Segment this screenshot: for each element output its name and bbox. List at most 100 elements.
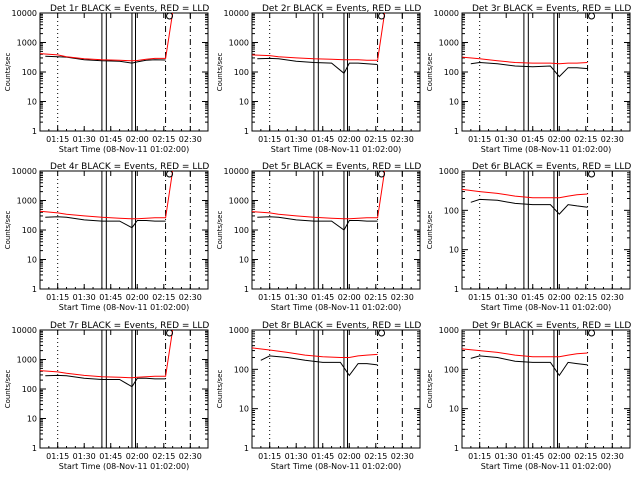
x-tick-label: 01:30 — [495, 293, 518, 302]
y-tick-label: 10000 — [224, 9, 249, 18]
x-axis-label: Start Time (08-Nov-11 01:02:00) — [271, 145, 401, 154]
y-tick-label: 1 — [244, 285, 249, 294]
y-axis-label: Counts/sec — [426, 370, 434, 409]
chart-panel: Det 7r BLACK = Events, RED = LLD 1 10 100 10… — [4, 321, 209, 471]
x-tick-label: 01:30 — [495, 135, 518, 144]
y-tick-label: 10 — [449, 405, 459, 414]
y-tick-label: 1000 — [439, 39, 459, 48]
y-axis-label: Counts/sec — [216, 53, 224, 92]
plot-frame — [39, 170, 209, 290]
x-tick-label: 01:30 — [285, 293, 308, 302]
x-axis-label: Start Time (08-Nov-11 01:02:00) — [481, 462, 611, 471]
plot-frame — [461, 12, 631, 132]
chart-panel: Det 6r BLACK = Events, RED = LLD 1 10 100 10… — [426, 162, 631, 312]
x-tick-label: 01:45 — [99, 452, 122, 461]
x-tick-label: 01:45 — [311, 452, 334, 461]
events-series-line — [257, 216, 378, 231]
chart-title: Det 6r BLACK = Events, RED = LLD — [472, 162, 631, 172]
x-tick-label: 02:30 — [179, 293, 202, 302]
x-axis-label: Start Time (08-Nov-11 01:02:00) — [59, 303, 189, 312]
y-tick-label: 10 — [27, 98, 37, 107]
marker-circle — [166, 170, 174, 178]
lld-series-line — [462, 56, 588, 65]
x-tick-label: 01:15 — [258, 452, 281, 461]
lld-series-line — [252, 13, 386, 61]
events-series-line — [45, 374, 166, 388]
plot-frame — [461, 170, 631, 290]
y-axis-label: Counts/sec — [216, 211, 224, 250]
y-axis-label: Counts/sec — [426, 211, 434, 250]
x-axis-label: Start Time (08-Nov-11 01:02:00) — [481, 145, 611, 154]
plot-frame — [39, 12, 209, 132]
marker-circle — [588, 329, 596, 337]
x-tick-label: 01:30 — [73, 135, 96, 144]
y-axis-label: Counts/sec — [4, 211, 12, 250]
x-tick-label: 01:15 — [46, 293, 69, 302]
y-tick-label: 100 — [22, 385, 37, 394]
chart-title: Det 8r BLACK = Events, RED = LLD — [262, 321, 421, 331]
marker-circle — [166, 12, 174, 20]
chart-panel: Det 2r BLACK = Events, RED = LLD 1 10 100 10… — [216, 4, 421, 154]
chart-panel: Det 9r BLACK = Events, RED = LLD 1 10 100 10… — [426, 321, 631, 471]
y-tick-label: 10 — [449, 246, 459, 255]
marker-circle — [588, 170, 596, 178]
y-axis-label: Counts/sec — [4, 53, 12, 92]
x-tick-label: 02:00 — [548, 452, 571, 461]
y-tick-label: 10 — [239, 256, 249, 265]
x-tick-label: 01:15 — [468, 452, 491, 461]
y-tick-label: 100 — [444, 365, 459, 374]
lld-series-line — [252, 347, 378, 358]
events-series-line — [470, 355, 588, 377]
y-tick-label: 1000 — [229, 326, 249, 335]
x-tick-label: 01:45 — [521, 135, 544, 144]
events-series-line — [470, 198, 588, 215]
x-tick-label: 02:15 — [364, 135, 387, 144]
marker-circle — [166, 329, 174, 337]
y-tick-label: 10 — [27, 415, 37, 424]
lld-series-line — [40, 330, 174, 379]
x-tick-label: 02:15 — [152, 452, 175, 461]
y-tick-label: 1000 — [439, 326, 459, 335]
marker-circle — [378, 12, 386, 20]
x-tick-label: 02:15 — [364, 293, 387, 302]
y-axis-label: Counts/sec — [216, 370, 224, 409]
x-tick-label: 02:00 — [338, 452, 361, 461]
chart-title: Det 7r BLACK = Events, RED = LLD — [50, 321, 209, 331]
y-tick-label: 1000 — [17, 197, 37, 206]
y-tick-label: 1 — [32, 444, 37, 453]
x-tick-label: 02:30 — [391, 452, 414, 461]
x-tick-label: 02:30 — [179, 452, 202, 461]
marker-circle — [378, 329, 386, 337]
chart-title: Det 9r BLACK = Events, RED = LLD — [472, 321, 631, 331]
plot-frame — [39, 329, 209, 449]
x-tick-label: 01:45 — [521, 452, 544, 461]
chart-title: Det 3r BLACK = Events, RED = LLD — [472, 4, 631, 14]
events-series-line — [45, 216, 166, 229]
y-tick-label: 1 — [454, 444, 459, 453]
y-tick-label: 100 — [444, 206, 459, 215]
x-tick-label: 02:30 — [179, 135, 202, 144]
y-tick-label: 100 — [234, 226, 249, 235]
y-tick-label: 10 — [239, 98, 249, 107]
events-series-line — [470, 61, 588, 78]
y-tick-label: 1 — [454, 127, 459, 136]
x-tick-label: 01:15 — [46, 452, 69, 461]
x-tick-label: 01:45 — [311, 293, 334, 302]
x-tick-label: 02:15 — [574, 293, 597, 302]
lld-series-line — [252, 171, 386, 220]
x-tick-label: 02:00 — [126, 293, 149, 302]
y-tick-label: 1 — [32, 285, 37, 294]
x-tick-label: 01:15 — [468, 135, 491, 144]
y-tick-label: 10 — [449, 98, 459, 107]
x-tick-label: 02:15 — [152, 293, 175, 302]
x-axis-label: Start Time (08-Nov-11 01:02:00) — [59, 145, 189, 154]
y-tick-label: 10000 — [224, 167, 249, 176]
chart-title: Det 1r BLACK = Events, RED = LLD — [50, 4, 209, 14]
marker-circle — [378, 170, 386, 178]
x-tick-label: 02:00 — [126, 135, 149, 144]
y-tick-label: 100 — [22, 68, 37, 77]
x-tick-label: 01:15 — [258, 135, 281, 144]
y-tick-label: 100 — [22, 226, 37, 235]
